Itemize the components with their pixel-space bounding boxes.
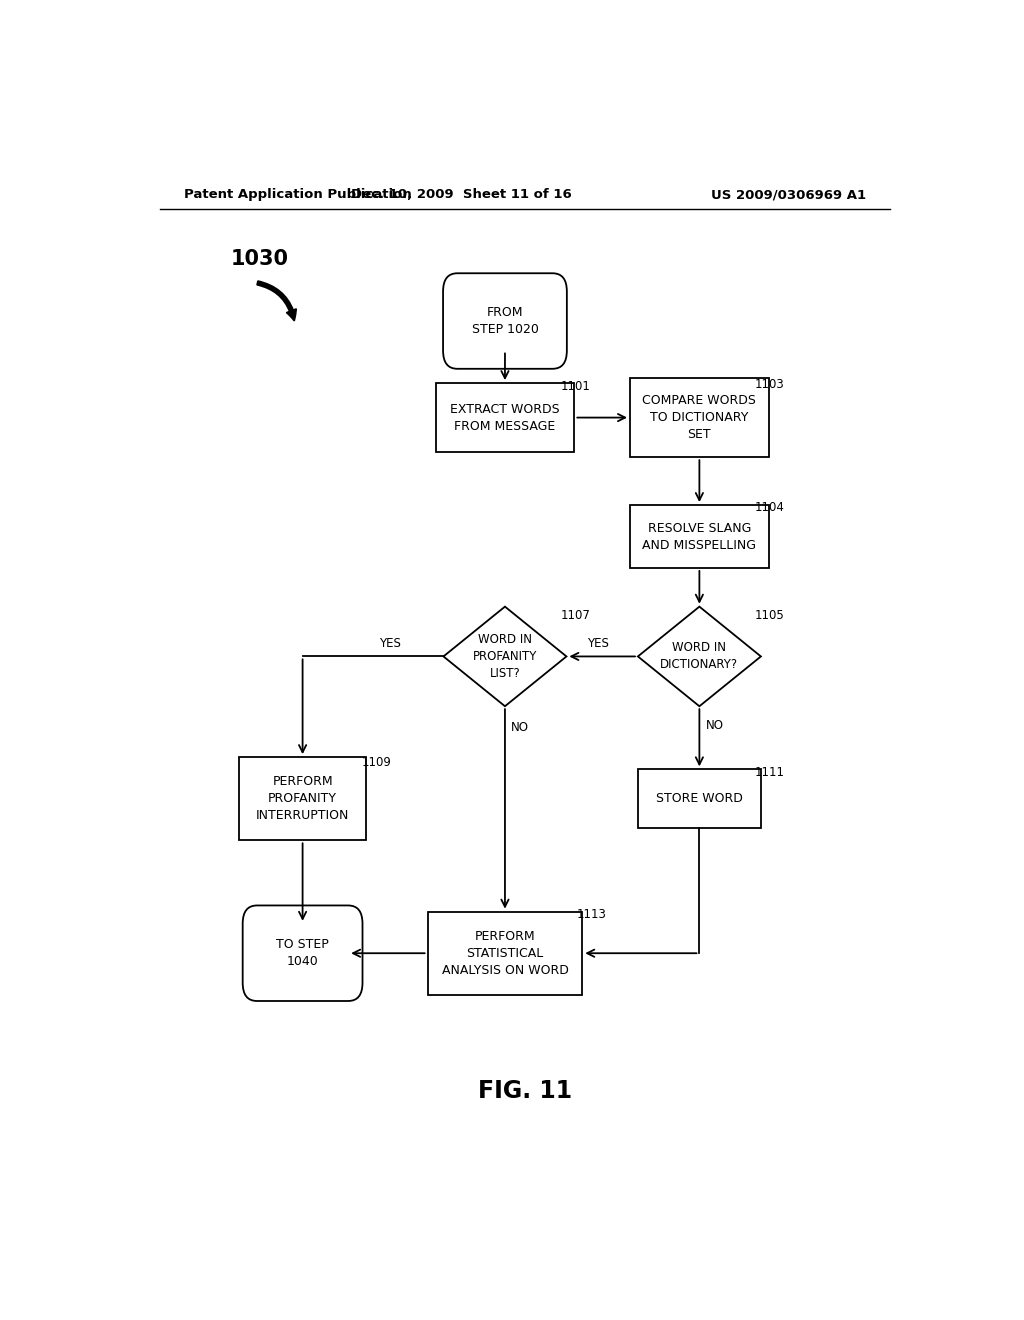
Text: 1109: 1109	[362, 755, 392, 768]
Text: COMPARE WORDS
TO DICTIONARY
SET: COMPARE WORDS TO DICTIONARY SET	[642, 395, 757, 441]
Text: 1113: 1113	[577, 908, 606, 921]
Polygon shape	[638, 607, 761, 706]
Text: 1111: 1111	[755, 766, 785, 779]
Text: WORD IN
PROFANITY
LIST?: WORD IN PROFANITY LIST?	[473, 632, 538, 680]
Text: TO STEP
1040: TO STEP 1040	[276, 939, 329, 969]
Text: FROM
STEP 1020: FROM STEP 1020	[471, 306, 539, 337]
Text: YES: YES	[587, 638, 608, 651]
Text: PERFORM
PROFANITY
INTERRUPTION: PERFORM PROFANITY INTERRUPTION	[256, 775, 349, 822]
Text: YES: YES	[379, 638, 400, 651]
Text: 1030: 1030	[231, 249, 289, 269]
Text: NO: NO	[511, 721, 529, 734]
Text: 1103: 1103	[755, 378, 784, 391]
Text: Dec. 10, 2009  Sheet 11 of 16: Dec. 10, 2009 Sheet 11 of 16	[351, 189, 571, 202]
Text: Patent Application Publication: Patent Application Publication	[183, 189, 412, 202]
Text: EXTRACT WORDS
FROM MESSAGE: EXTRACT WORDS FROM MESSAGE	[451, 403, 560, 433]
Text: 1104: 1104	[755, 500, 784, 513]
Text: PERFORM
STATISTICAL
ANALYSIS ON WORD: PERFORM STATISTICAL ANALYSIS ON WORD	[441, 929, 568, 977]
Text: US 2009/0306969 A1: US 2009/0306969 A1	[711, 189, 866, 202]
FancyBboxPatch shape	[630, 378, 769, 457]
FancyBboxPatch shape	[240, 758, 367, 841]
FancyBboxPatch shape	[638, 770, 761, 828]
FancyBboxPatch shape	[443, 273, 567, 368]
Text: WORD IN
DICTIONARY?: WORD IN DICTIONARY?	[660, 642, 738, 672]
Text: 1105: 1105	[755, 610, 784, 622]
Text: FIG. 11: FIG. 11	[478, 1080, 571, 1104]
FancyArrowPatch shape	[257, 281, 296, 321]
Text: STORE WORD: STORE WORD	[656, 792, 742, 805]
Text: NO: NO	[706, 719, 724, 733]
FancyBboxPatch shape	[243, 906, 362, 1001]
Polygon shape	[443, 607, 566, 706]
FancyBboxPatch shape	[435, 383, 574, 453]
FancyBboxPatch shape	[630, 506, 769, 568]
FancyBboxPatch shape	[428, 912, 583, 995]
Text: 1101: 1101	[560, 380, 591, 392]
Text: RESOLVE SLANG
AND MISSPELLING: RESOLVE SLANG AND MISSPELLING	[642, 521, 757, 552]
Text: 1107: 1107	[560, 610, 591, 622]
